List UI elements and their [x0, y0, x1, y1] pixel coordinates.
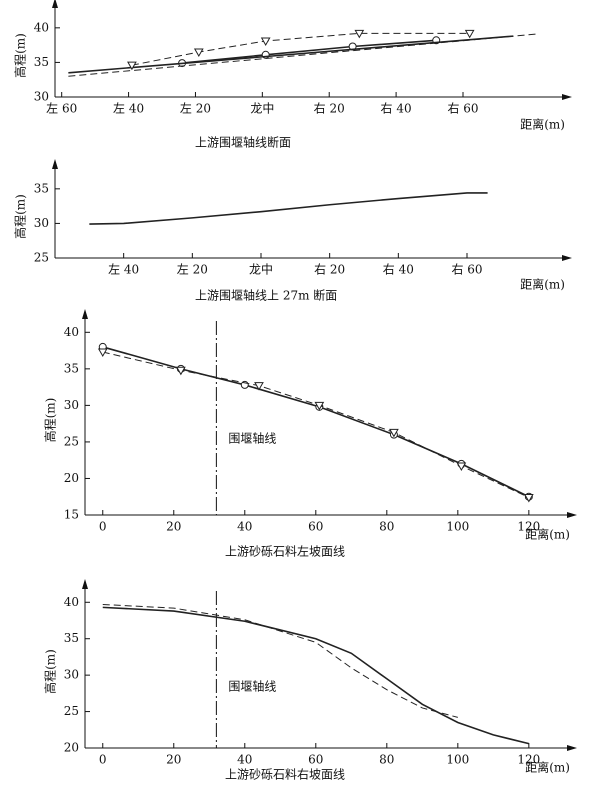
x-tick-label: 右 60	[447, 101, 478, 116]
reference-label: 围堰轴线	[228, 678, 276, 693]
x-tick-label: 龙中	[249, 262, 273, 277]
chart-title: 上游围堰轴线断面	[195, 135, 291, 150]
x-axis-label: 距离(m)	[520, 117, 565, 132]
point-marker	[523, 493, 534, 503]
x-tick-label: 40	[237, 753, 252, 767]
point-marker	[260, 37, 271, 46]
series-line	[68, 33, 537, 77]
point-marker	[464, 29, 475, 39]
series-line	[102, 606, 530, 745]
y-tick-label: 30	[34, 216, 49, 230]
y-axis-arrow	[52, 159, 58, 169]
x-tick-label: 右 40	[383, 262, 414, 277]
x-tick-label: 60	[308, 520, 323, 534]
series-line	[102, 346, 530, 498]
chart-title: 上游砂砾石料左坡面线	[225, 544, 345, 559]
x-tick-label: 右 60	[451, 262, 482, 277]
y-tick-label: 35	[34, 55, 49, 69]
point-marker	[127, 61, 137, 71]
x-tick-label: 60	[308, 753, 323, 767]
x-tick-label: 左 20	[177, 262, 208, 277]
chart-title: 上游砂砾石料右坡面线	[225, 767, 345, 782]
x-tick-label: 80	[379, 753, 394, 767]
chart-title: 上游围堰轴线上 27m 断面	[195, 288, 337, 303]
y-axis-label: 高程(m)	[43, 649, 58, 694]
y-tick-label: 35	[64, 631, 79, 645]
point-marker	[97, 348, 108, 358]
y-tick-label: 30	[64, 668, 79, 682]
x-tick-label: 左 20	[180, 101, 211, 116]
x-tick-label: 120	[517, 520, 540, 534]
y-tick-label: 40	[34, 20, 49, 34]
x-tick-label: 100	[446, 753, 469, 767]
y-axis-arrow	[52, 0, 58, 8]
y-tick-label: 40	[64, 595, 79, 609]
series-line	[102, 603, 458, 718]
x-tick-label: 左 40	[108, 262, 139, 277]
y-tick-label: 25	[34, 251, 49, 265]
y-axis-label: 高程(m)	[13, 194, 28, 239]
y-axis-arrow	[82, 579, 88, 589]
y-tick-label: 25	[64, 704, 79, 718]
y-tick-label: 25	[64, 434, 79, 448]
y-tick-label: 15	[64, 508, 79, 522]
series-line	[68, 35, 514, 74]
series-line	[89, 192, 488, 225]
x-tick-label: 左 60	[46, 101, 77, 116]
point-marker	[176, 366, 186, 376]
x-tick-label: 0	[99, 520, 107, 534]
point-marker	[354, 29, 365, 39]
x-tick-label: 20	[166, 520, 181, 534]
series-line	[102, 351, 530, 498]
y-tick-label: 35	[34, 181, 49, 195]
x-tick-label: 右 20	[314, 101, 345, 116]
x-tick-label: 40	[237, 520, 252, 534]
x-tick-label: 左 40	[113, 101, 144, 116]
y-axis-arrow	[82, 309, 88, 319]
x-tick-label: 右 40	[381, 101, 412, 116]
y-tick-label: 30	[64, 398, 79, 412]
y-tick-label: 20	[64, 741, 79, 755]
x-tick-label: 120	[517, 753, 540, 767]
y-tick-label: 20	[64, 471, 79, 485]
x-tick-label: 80	[379, 520, 394, 534]
series-line	[181, 39, 437, 64]
x-tick-label: 20	[166, 753, 181, 767]
point-marker	[314, 401, 325, 411]
point-marker	[193, 48, 204, 58]
x-axis-arrow	[562, 94, 572, 100]
x-tick-label: 0	[99, 753, 107, 767]
y-tick-label: 35	[64, 361, 79, 375]
y-tick-label: 30	[34, 90, 49, 104]
x-axis-label: 距离(m)	[525, 527, 570, 542]
x-tick-label: 龙中	[250, 101, 274, 116]
x-axis-arrow	[567, 745, 577, 751]
y-axis-label: 高程(m)	[13, 33, 28, 78]
x-axis-label: 距离(m)	[525, 760, 570, 775]
x-tick-label: 右 20	[314, 262, 345, 277]
point-marker	[389, 428, 399, 438]
x-axis-label: 距离(m)	[520, 277, 565, 292]
x-tick-label: 100	[446, 520, 469, 534]
x-axis-arrow	[567, 512, 577, 518]
point-marker	[456, 462, 467, 472]
y-axis-label: 高程(m)	[43, 398, 58, 443]
reference-label: 围堰轴线	[228, 431, 276, 446]
x-axis-arrow	[562, 255, 572, 261]
y-tick-label: 40	[64, 325, 79, 339]
point-marker	[254, 382, 264, 391]
